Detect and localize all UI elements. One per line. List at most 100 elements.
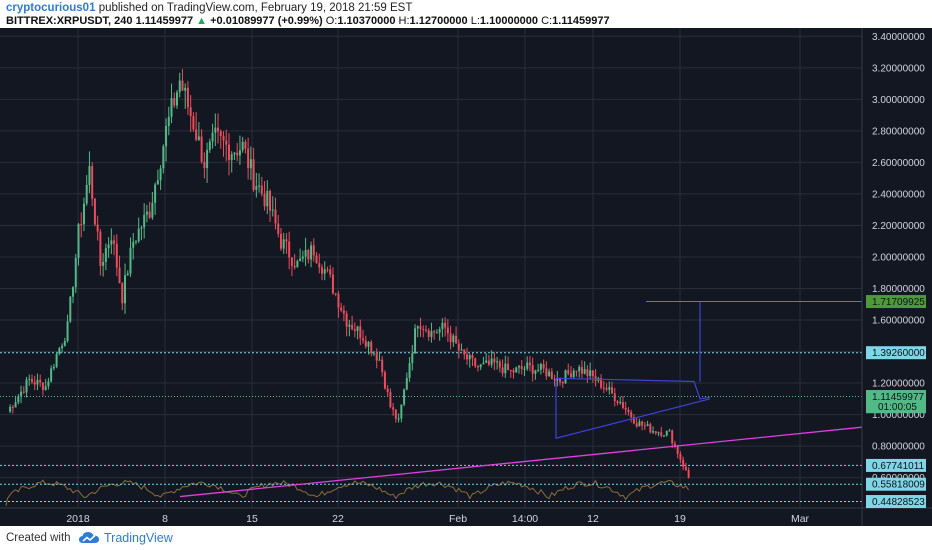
x-tick-label: 22 — [332, 513, 344, 525]
candle-body — [635, 423, 638, 427]
candle-body — [195, 129, 198, 140]
candle-body — [342, 310, 345, 314]
candle-body — [641, 421, 644, 426]
candle-body — [249, 159, 252, 169]
candle-body — [260, 185, 263, 194]
candle-body — [145, 211, 148, 215]
candle-body — [331, 274, 334, 294]
candle-body — [318, 263, 321, 268]
candle-body — [334, 293, 337, 295]
published-text: published on TradingView.com, February 1… — [98, 2, 413, 14]
x-tick-label: 2018 — [66, 513, 90, 525]
candle-body — [329, 269, 332, 275]
price-chart[interactable]: 3.40000000 3.20000000 3.00000000 2.80000000… — [0, 28, 932, 526]
candle-body — [52, 366, 55, 369]
candle-body — [219, 131, 222, 137]
candle-body — [41, 382, 44, 390]
candle-body — [449, 333, 452, 343]
candle-body — [20, 391, 23, 397]
candle-body — [137, 228, 140, 242]
high-value: 1.12700000 — [409, 15, 468, 27]
author-link[interactable]: cryptocurious01 — [6, 2, 96, 14]
candle-body — [559, 378, 562, 383]
ohlc-line: BITTREX:XRPUSDT, 240 1.11459977 ▲ +0.010… — [6, 15, 610, 27]
candle-body — [638, 421, 641, 427]
candle-body — [575, 370, 578, 372]
candle-body — [82, 203, 85, 225]
candle-body — [30, 378, 33, 382]
price-axis[interactable]: 3.40000000 3.20000000 3.00000000 2.80000000… — [872, 32, 925, 484]
candle-body — [520, 366, 523, 369]
candle-body — [665, 431, 668, 436]
candle-body — [156, 180, 159, 185]
candle-body — [115, 243, 118, 268]
candle-body — [91, 166, 94, 199]
candle-body — [214, 127, 217, 133]
candle-body — [356, 326, 359, 331]
candle-body — [378, 359, 381, 361]
x-tick-label: 14:00 — [512, 513, 538, 525]
candle-body — [427, 330, 430, 337]
candle-body — [107, 244, 110, 249]
candle-body — [17, 396, 20, 403]
y-tick-label: 3.00000000 — [872, 95, 925, 106]
candle-body — [102, 262, 105, 266]
candle-body — [578, 366, 581, 372]
candle-body — [113, 240, 116, 244]
candle-body — [208, 141, 211, 150]
candle-body — [531, 365, 534, 374]
created-with-label: Created with — [6, 532, 71, 544]
candle-body — [282, 239, 285, 249]
candle-body — [233, 152, 236, 155]
candle-body — [468, 355, 471, 360]
candle-body — [553, 379, 556, 381]
candle-body — [227, 144, 230, 161]
tradingview-brand[interactable]: TradingView — [104, 531, 173, 545]
candle-body — [85, 184, 88, 204]
candle-body — [561, 382, 564, 384]
candle-body — [630, 412, 633, 418]
candle-body — [96, 224, 99, 232]
y-tick-label: 2.00000000 — [872, 252, 925, 263]
candle-body — [493, 358, 496, 363]
candle-body — [381, 359, 384, 373]
y-tick-label: 2.20000000 — [872, 221, 925, 232]
candle-body — [178, 80, 181, 93]
candle-body — [613, 393, 616, 402]
channel-upper-line — [555, 377, 711, 400]
candle-body — [507, 363, 510, 371]
candle-body — [236, 152, 239, 156]
candle-body — [181, 80, 184, 91]
candle-body — [400, 404, 403, 419]
candle-body — [487, 360, 490, 365]
candle-body — [315, 255, 318, 264]
chart-header: cryptocurious01 published on TradingView… — [0, 0, 932, 28]
candle-body — [383, 372, 386, 389]
candle-body — [80, 224, 83, 226]
support-trend-line — [179, 426, 863, 498]
candle-body — [668, 430, 671, 432]
candlestick-series — [9, 68, 690, 479]
price-label-bg — [866, 295, 926, 309]
candle-body — [512, 370, 515, 373]
tradingview-cloud-icon[interactable] — [78, 530, 100, 546]
candle-body — [134, 241, 137, 243]
candle-body — [534, 370, 537, 374]
candle-body — [414, 328, 417, 354]
candle-body — [28, 378, 31, 380]
time-axis[interactable]: 2018 8 15 22 Feb 14:00 12 19 Mar — [66, 513, 809, 525]
y-tick-label: 2.60000000 — [872, 158, 925, 169]
candle-body — [652, 431, 655, 433]
open-label: O: — [325, 15, 338, 27]
candle-body — [572, 370, 575, 378]
grid-lines — [0, 28, 862, 508]
candle-body — [9, 406, 12, 412]
candle-body — [673, 443, 676, 446]
candle-body — [148, 211, 151, 218]
price-label-bg — [866, 400, 926, 414]
candle-body — [14, 402, 17, 408]
open-value: 1.10370000 — [337, 15, 396, 27]
candle-body — [433, 331, 436, 333]
candle-body — [340, 307, 343, 311]
candle-body — [600, 378, 603, 388]
